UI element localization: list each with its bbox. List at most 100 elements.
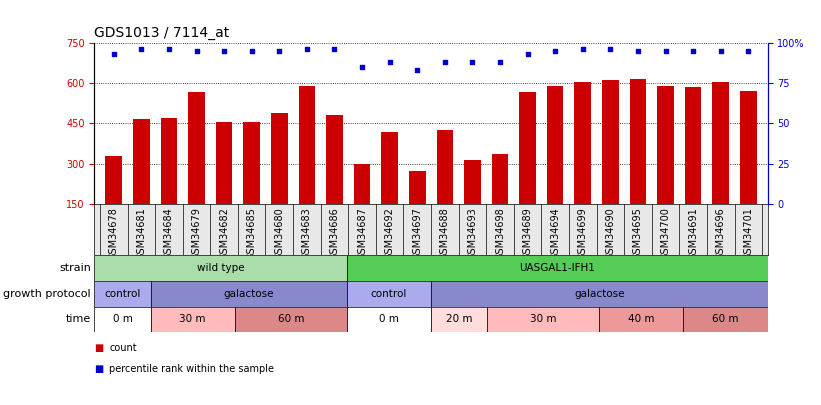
- Text: GSM34685: GSM34685: [246, 207, 257, 260]
- Text: GSM34688: GSM34688: [440, 207, 450, 260]
- Point: [245, 47, 259, 54]
- Text: GSM34699: GSM34699: [578, 207, 588, 260]
- Text: UASGAL1-IFH1: UASGAL1-IFH1: [520, 263, 595, 273]
- Point: [576, 46, 589, 52]
- Text: growth protocol: growth protocol: [3, 289, 91, 299]
- Point: [273, 47, 286, 54]
- Point: [410, 67, 424, 73]
- Text: GSM34701: GSM34701: [743, 207, 754, 260]
- Text: control: control: [104, 289, 140, 299]
- Text: 30 m: 30 m: [530, 314, 557, 324]
- Bar: [326, 115, 342, 245]
- Text: GSM34694: GSM34694: [550, 207, 560, 260]
- Bar: [161, 118, 177, 245]
- Point: [328, 46, 341, 52]
- Bar: [133, 119, 149, 245]
- Text: time: time: [66, 314, 91, 324]
- Point: [521, 51, 534, 57]
- Bar: [354, 164, 370, 245]
- Text: GSM34700: GSM34700: [661, 207, 671, 260]
- Text: GSM34689: GSM34689: [523, 207, 533, 260]
- Bar: [464, 160, 480, 245]
- Bar: [382, 132, 398, 245]
- Point: [190, 47, 203, 54]
- Text: GSM34681: GSM34681: [136, 207, 146, 260]
- Bar: [347, 307, 431, 332]
- Bar: [492, 154, 508, 245]
- Bar: [602, 80, 619, 245]
- Text: GSM34683: GSM34683: [302, 207, 312, 260]
- Text: ■: ■: [94, 343, 103, 353]
- Point: [218, 47, 231, 54]
- Bar: [105, 156, 122, 245]
- Point: [686, 47, 699, 54]
- Bar: [520, 92, 536, 245]
- Bar: [683, 307, 768, 332]
- Text: wild type: wild type: [197, 263, 245, 273]
- Text: GSM34698: GSM34698: [495, 207, 505, 260]
- Point: [741, 47, 754, 54]
- Bar: [431, 307, 487, 332]
- Bar: [94, 281, 150, 307]
- Bar: [150, 281, 346, 307]
- Bar: [243, 122, 260, 245]
- Bar: [575, 82, 591, 245]
- Bar: [487, 307, 599, 332]
- Bar: [347, 281, 431, 307]
- Text: 60 m: 60 m: [713, 314, 739, 324]
- Point: [383, 59, 397, 65]
- Point: [108, 51, 121, 57]
- Text: GSM34686: GSM34686: [329, 207, 339, 260]
- Text: 0 m: 0 m: [379, 314, 399, 324]
- Point: [714, 47, 727, 54]
- Bar: [94, 307, 150, 332]
- Point: [493, 59, 507, 65]
- Bar: [347, 256, 768, 281]
- Text: GSM34691: GSM34691: [688, 207, 698, 260]
- Point: [163, 46, 176, 52]
- Text: GSM34682: GSM34682: [219, 207, 229, 260]
- Text: GDS1013 / 7114_at: GDS1013 / 7114_at: [94, 26, 230, 40]
- Point: [300, 46, 314, 52]
- Text: GSM34678: GSM34678: [108, 207, 119, 260]
- Bar: [271, 113, 287, 245]
- Bar: [299, 86, 315, 245]
- Bar: [740, 91, 757, 245]
- Bar: [437, 130, 453, 245]
- Bar: [431, 281, 768, 307]
- Text: GSM34693: GSM34693: [467, 207, 477, 260]
- Bar: [188, 92, 204, 245]
- Text: galactose: galactose: [574, 289, 625, 299]
- Text: GSM34697: GSM34697: [412, 207, 422, 260]
- Point: [135, 46, 148, 52]
- Point: [631, 47, 644, 54]
- Text: 20 m: 20 m: [446, 314, 472, 324]
- Text: count: count: [109, 343, 137, 353]
- Text: galactose: galactose: [223, 289, 274, 299]
- Point: [548, 47, 562, 54]
- Point: [355, 64, 369, 70]
- Text: strain: strain: [59, 263, 91, 273]
- Bar: [235, 307, 346, 332]
- Bar: [599, 307, 683, 332]
- Text: 30 m: 30 m: [179, 314, 206, 324]
- Text: 0 m: 0 m: [112, 314, 132, 324]
- Text: GSM34692: GSM34692: [385, 207, 395, 260]
- Bar: [685, 87, 701, 245]
- Text: GSM34695: GSM34695: [633, 207, 643, 260]
- Text: control: control: [371, 289, 407, 299]
- Text: percentile rank within the sample: percentile rank within the sample: [109, 364, 274, 373]
- Text: ■: ■: [94, 364, 103, 373]
- Bar: [216, 122, 232, 245]
- Bar: [150, 307, 235, 332]
- Point: [659, 47, 672, 54]
- Text: GSM34696: GSM34696: [716, 207, 726, 260]
- Bar: [630, 79, 646, 245]
- Point: [603, 46, 617, 52]
- Text: GSM34690: GSM34690: [605, 207, 616, 260]
- Text: GSM34679: GSM34679: [191, 207, 201, 260]
- Bar: [94, 256, 347, 281]
- Bar: [547, 86, 563, 245]
- Point: [466, 59, 479, 65]
- Bar: [409, 171, 425, 245]
